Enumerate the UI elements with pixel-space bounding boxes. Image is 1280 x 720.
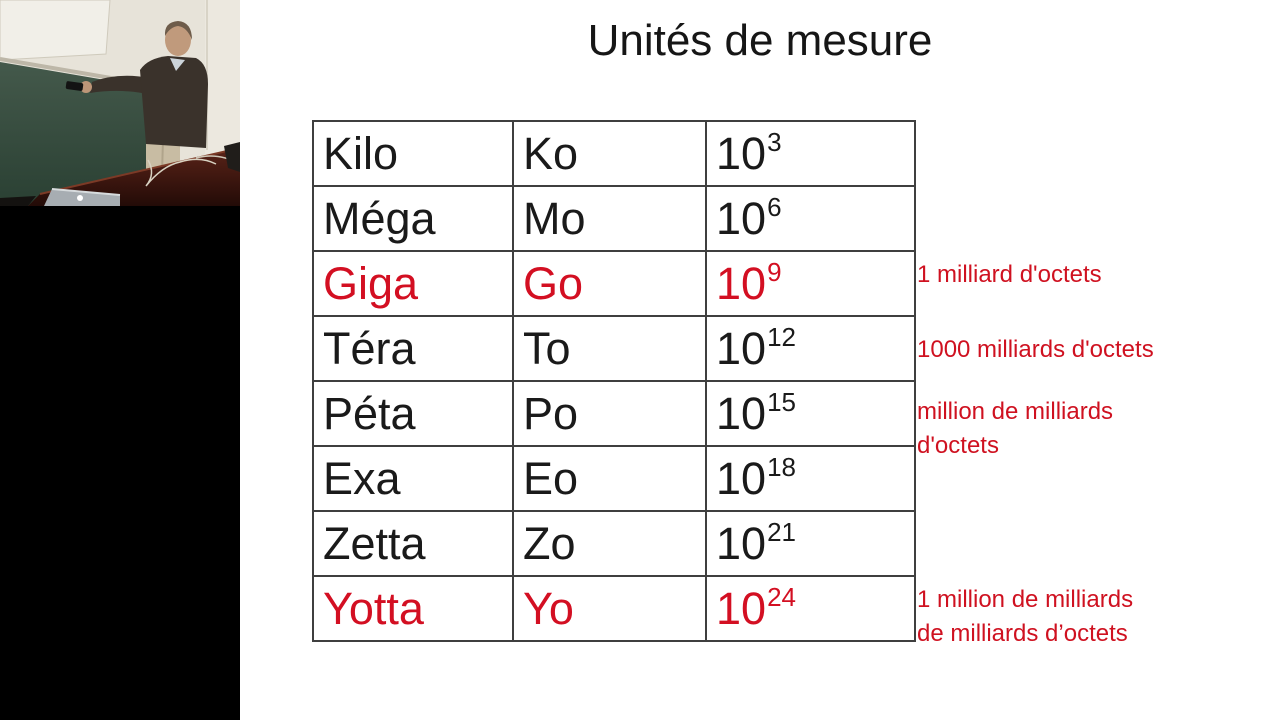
unit-abbr-cell: Go	[512, 250, 707, 317]
unit-name-cell: Yotta	[312, 575, 514, 642]
unit-power-cell: 1021	[705, 510, 916, 577]
table-row-highlighted: Yotta Yo 1024	[312, 575, 916, 642]
presenter-clicker	[65, 81, 84, 91]
power-base: 10	[716, 258, 767, 309]
power-exponent: 21	[767, 517, 796, 547]
power-exponent: 24	[767, 582, 796, 612]
power-base: 10	[716, 583, 767, 634]
annotation-line: 1 million de milliards	[917, 586, 1134, 613]
annotation-tera: 1000 milliards d'octets	[917, 333, 1154, 367]
unit-power-cell: 1015	[705, 380, 916, 447]
projection-screen	[0, 0, 111, 61]
unit-abbr-cell: Eo	[512, 445, 707, 512]
power-exponent: 9	[767, 257, 782, 287]
unit-name-cell: Méga	[312, 185, 514, 252]
power-base: 10	[716, 323, 767, 374]
power-base: 10	[716, 193, 767, 244]
desk-equipment	[224, 142, 240, 172]
unit-name-cell: Zetta	[312, 510, 514, 577]
unit-name-cell: Téra	[312, 315, 514, 382]
table-row: Méga Mo 106	[312, 185, 916, 252]
unit-abbr-cell: Ko	[512, 120, 707, 187]
unit-power-cell: 1024	[705, 575, 916, 642]
power-exponent: 6	[767, 192, 782, 222]
unit-power-cell: 106	[705, 185, 916, 252]
cable	[145, 158, 217, 187]
chalkboard	[0, 62, 152, 206]
power-base: 10	[716, 388, 767, 439]
unit-name-cell: Kilo	[312, 120, 514, 187]
unit-name-cell: Exa	[312, 445, 514, 512]
power-exponent: 3	[767, 127, 782, 157]
presenter-video-frame	[0, 0, 240, 206]
annotation-giga: 1 milliard d'octets	[917, 258, 1102, 292]
power-exponent: 15	[767, 387, 796, 417]
units-table: Kilo Ko 103 Méga Mo 106 Giga Go 109 Téra…	[312, 120, 916, 642]
table-row: Zetta Zo 1021	[312, 510, 916, 577]
power-exponent: 18	[767, 452, 796, 482]
table-row: Téra To 1012	[312, 315, 916, 382]
annotation-line: d'octets	[917, 432, 999, 459]
unit-abbr-cell: To	[512, 315, 707, 382]
page-title: Unités de mesure	[587, 16, 933, 65]
unit-abbr-cell: Zo	[512, 510, 707, 577]
annotation-line: million de milliards	[917, 398, 1114, 425]
presenter-head	[165, 24, 191, 56]
laptop-logo-light	[77, 195, 83, 201]
unit-power-cell: 103	[705, 120, 916, 187]
table-row: Exa Eo 1018	[312, 445, 916, 512]
annotation-line: 1 milliard d'octets	[917, 261, 1102, 288]
table-row-highlighted: Giga Go 109	[312, 250, 916, 317]
annotation-yotta: 1 million de milliards de milliards d’oc…	[917, 583, 1133, 651]
unit-abbr-cell: Yo	[512, 575, 707, 642]
unit-name-cell: Giga	[312, 250, 514, 317]
unit-abbr-cell: Po	[512, 380, 707, 447]
power-base: 10	[716, 453, 767, 504]
table-row: Kilo Ko 103	[312, 120, 916, 187]
shirt-collar	[170, 58, 185, 71]
unit-power-cell: 109	[705, 250, 916, 317]
unit-power-cell: 1012	[705, 315, 916, 382]
lecture-desk	[0, 142, 240, 206]
power-base: 10	[716, 518, 767, 569]
unit-name-cell: Péta	[312, 380, 514, 447]
unit-power-cell: 1018	[705, 445, 916, 512]
presenter-video[interactable]	[0, 0, 240, 206]
annotation-line: de milliards d’octets	[917, 620, 1128, 647]
presenter-hair	[164, 21, 192, 40]
annotation-peta: million de milliards d'octets	[917, 395, 1113, 463]
annotation-line: 1000 milliards d'octets	[917, 336, 1154, 363]
power-base: 10	[716, 128, 767, 179]
unit-abbr-cell: Mo	[512, 185, 707, 252]
power-exponent: 12	[767, 322, 796, 352]
table-row: Péta Po 1015	[312, 380, 916, 447]
